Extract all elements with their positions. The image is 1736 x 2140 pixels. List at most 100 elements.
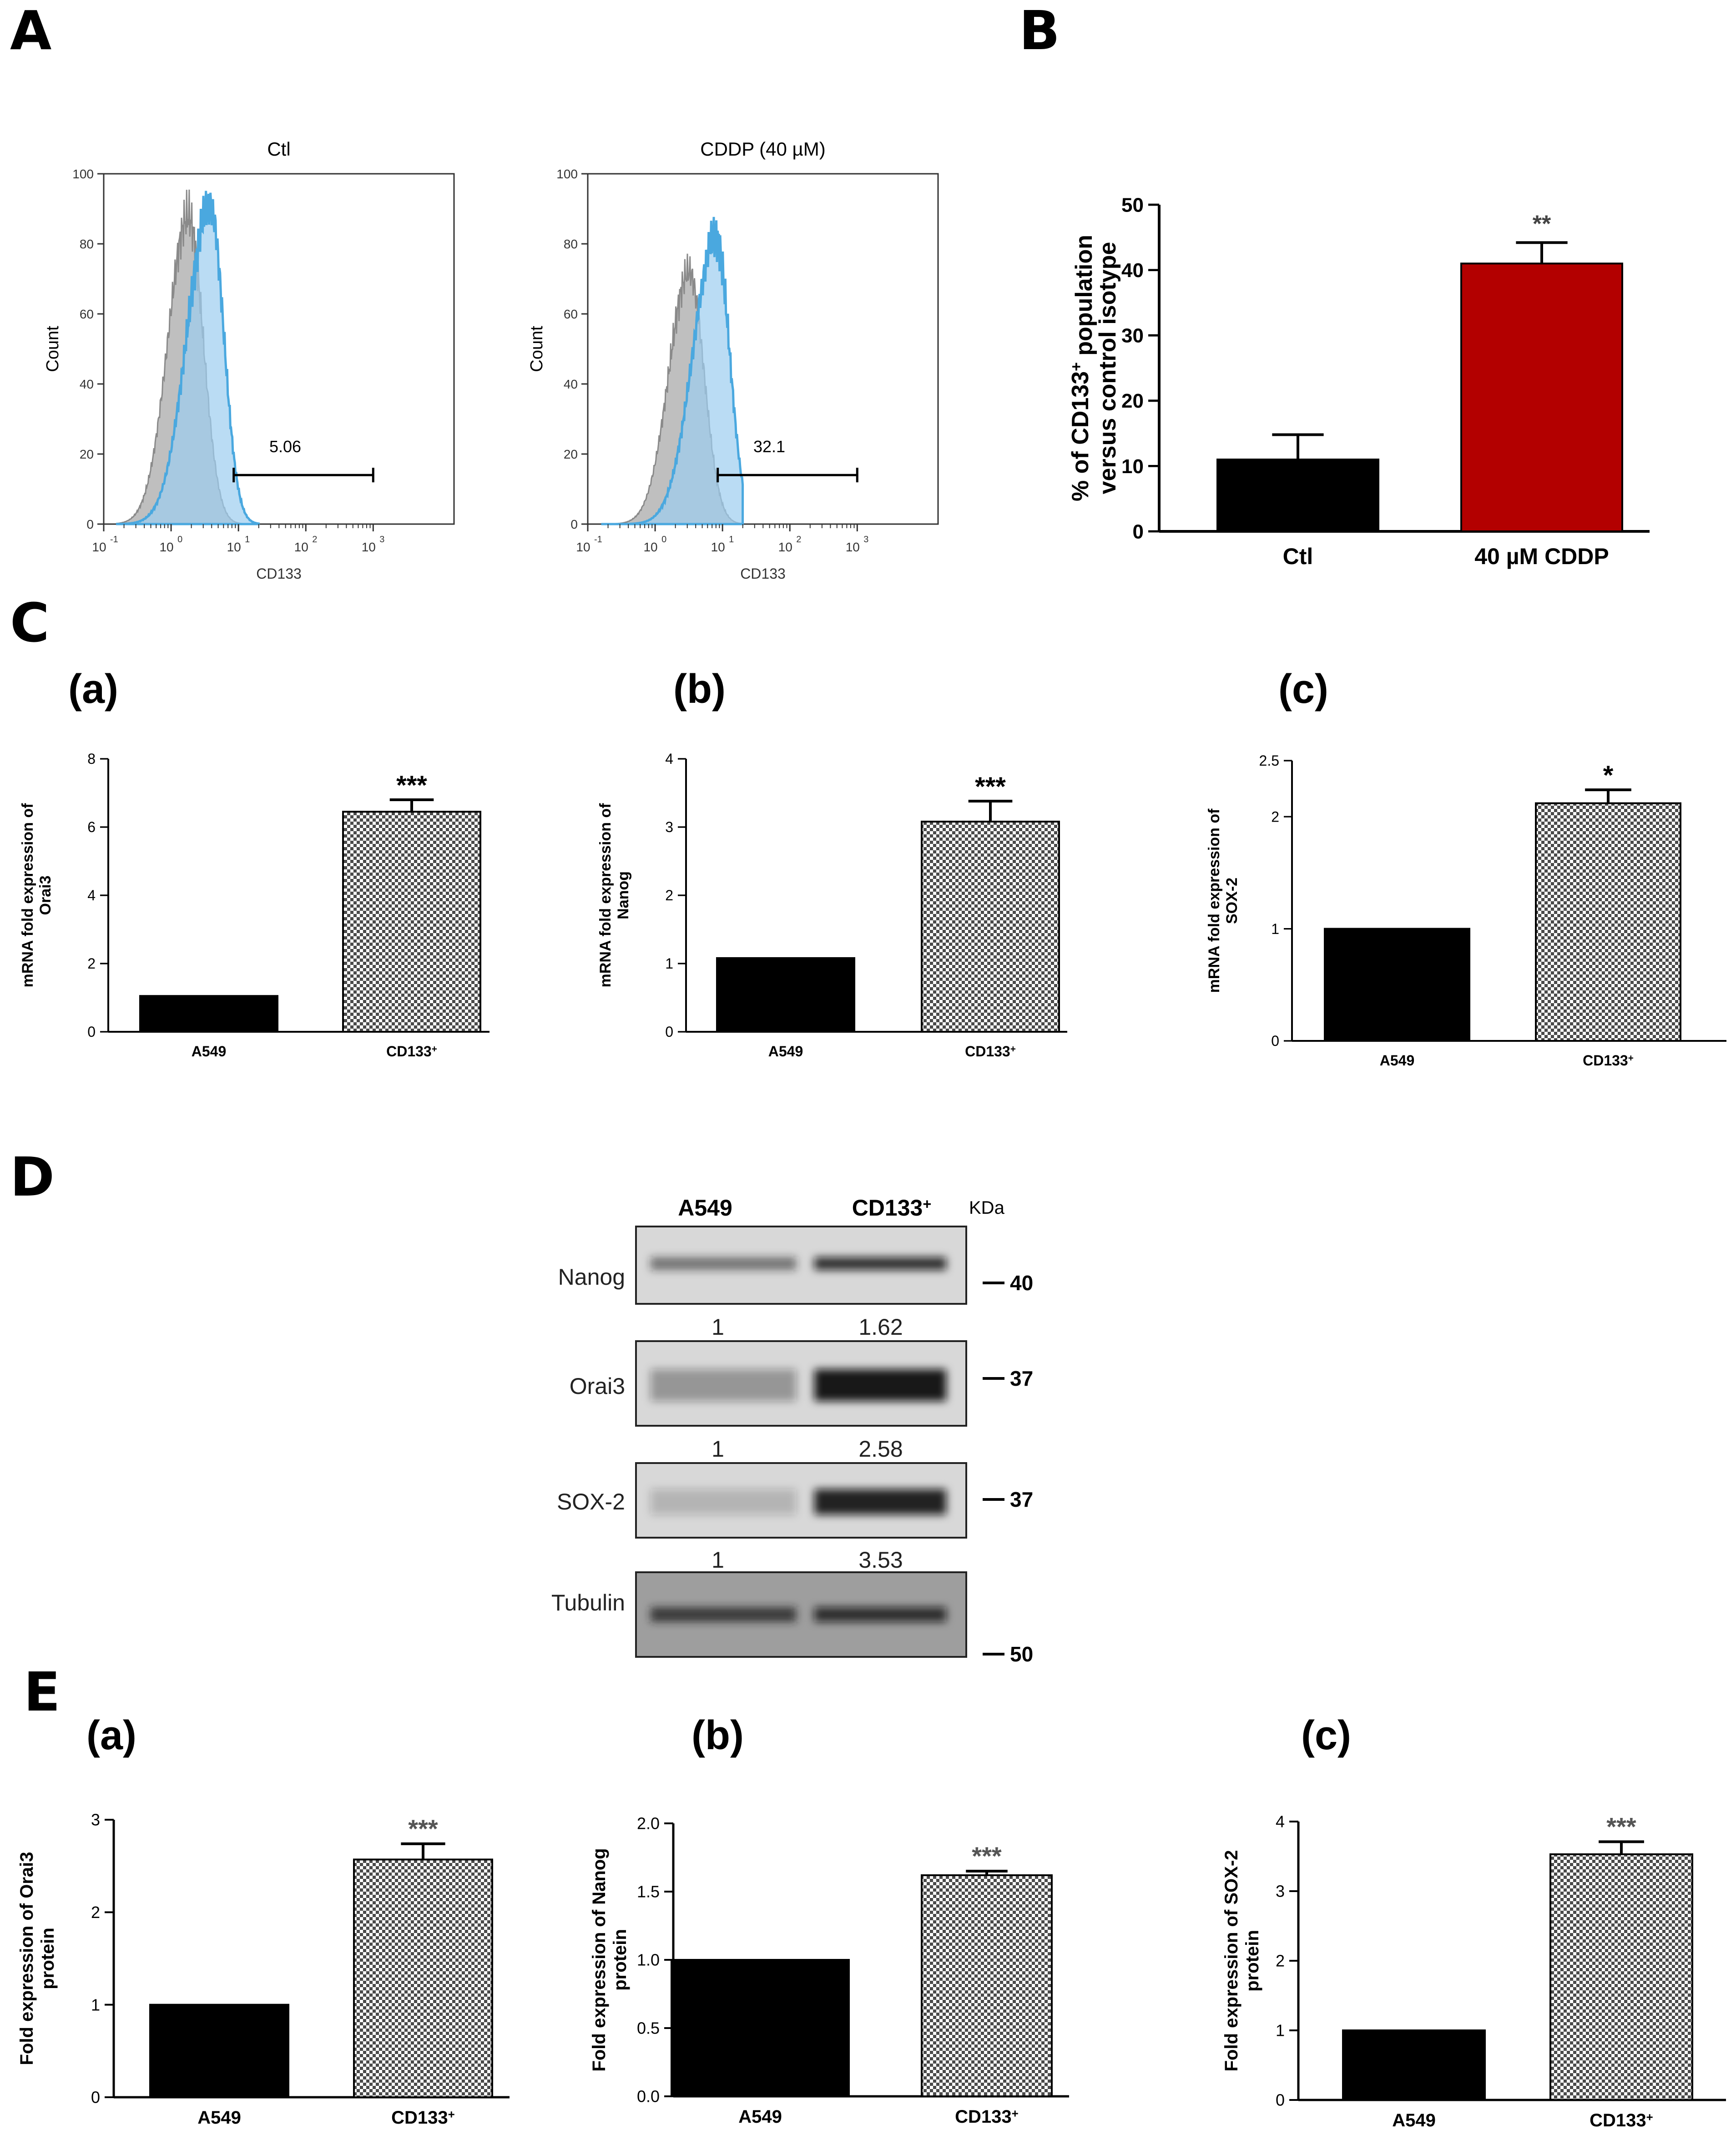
band-a549 [651,1607,796,1622]
bar-a549 [1324,928,1470,1042]
sublabel-c-c: (c) [1278,666,1328,712]
y-axis-label: Count [527,326,546,372]
significance-marker: *** [408,1814,438,1843]
y-tick-label: 20 [80,447,94,461]
x-tick-exponent: 3 [379,535,384,545]
blot-column-a549: A549 [678,1195,732,1221]
y-tick-label: 8 [87,751,96,767]
x-tick-exponent: 3 [863,535,868,545]
y-tick-label: 80 [564,237,578,251]
y-axis-label-line1: Fold expression of SOX-2 [1221,1850,1241,2072]
sublabel-c-a: (a) [68,666,118,712]
band-a549 [651,1257,796,1270]
panel-letter-d: D [10,1146,55,1208]
panel-letter-a: A [10,0,52,62]
ratio-cd133: 2.58 [858,1436,903,1462]
significance-marker: *** [975,772,1006,802]
bar-a549 [716,957,855,1033]
y-tick-label: 0 [91,2088,100,2107]
bar-cd133 [1535,802,1681,1042]
blot-row-label: SOX-2 [557,1489,625,1514]
x-tick-exponent: 1 [245,535,250,545]
y-tick-label: 0 [1271,1033,1279,1049]
y-axis-label-line1: % of CD133+ population [1067,235,1097,501]
bar-chart-E-b: 0.0 0.5 1.0 1.5 2.0 A549 *** CD133+ Fold express… [589,1814,1069,2127]
y-tick-label: 0.5 [637,2019,660,2038]
x-tick-label: 10 [711,540,725,554]
bar-chart-E-a: 0 1 2 3 A549 *** CD133+ Fold expression of Orai… [17,1811,510,2128]
histogram-A-ctl: 02040608010010-11001011021035.06CtlCD133… [43,138,455,582]
blot-row-label: Tubulin [551,1590,625,1615]
sublabel-e-b: (b) [691,1713,744,1758]
x-category-label: A549 [197,2108,241,2128]
x-category-label: A549 [1380,1052,1415,1069]
y-axis-label-line1: mRNA fold expression of [1206,808,1223,993]
y-tick-label: 0 [665,1024,673,1040]
bar-a549 [149,2004,289,2098]
gate-percentage-label: 5.06 [269,437,301,456]
x-category-label: CD133+ [955,2106,1019,2127]
x-tick-exponent: 0 [661,535,666,545]
gate-percentage-label: 32.1 [753,437,785,456]
band-a549 [651,1369,796,1401]
bar-cd133 [921,821,1060,1033]
cd133-histogram [116,191,260,525]
y-tick-label: 60 [80,307,94,321]
y-tick-label: 100 [556,167,578,181]
bar-a549 [671,1959,850,2097]
y-axis-label-line2: Orai3 [37,876,54,915]
bar-40-m-cddp [1460,262,1623,532]
y-tick-label: 40 [1121,259,1144,282]
y-tick-label: 20 [1121,390,1144,412]
mw-marker-label: 37 [1010,1367,1033,1390]
y-axis-label-line2: versus control isotype [1095,242,1121,495]
y-tick-label: 2.5 [1259,752,1279,769]
y-tick-label: 0 [1133,520,1144,543]
histogram-title: CDDP (40 µM) [700,138,825,160]
x-category-label: CD133+ [1583,1052,1634,1069]
y-tick-label: 2 [1276,1952,1285,1970]
bar-chart-C-a: 0 2 4 6 8 A549 *** CD133+ mRNA fold expression o… [19,751,490,1060]
x-category-label: A549 [1392,2110,1436,2130]
sublabel-c-b: (b) [673,666,726,712]
x-category-label: CD133+ [386,1043,437,1060]
cd133-histogram [601,217,744,525]
y-tick-label: 1 [91,1995,100,2014]
x-tick-exponent: 0 [177,535,182,545]
x-axis-label: CD133 [256,565,302,582]
y-axis-label-line2: SOX-2 [1223,878,1241,924]
y-tick-label: 80 [80,237,94,251]
x-tick-exponent: 2 [312,535,317,545]
y-tick-label: 0 [570,517,578,531]
bar-chart-C-b: 0 1 2 3 4 A549 *** CD133+ mRNA fold expression o… [597,751,1067,1060]
bar-cd133 [342,811,481,1033]
x-category-label: A549 [192,1043,227,1060]
x-tick-label: 10 [846,540,860,554]
ratio-cd133: 1.62 [858,1314,903,1340]
x-tick-label: 10 [643,540,657,554]
y-tick-label: 4 [665,751,673,767]
x-tick-exponent: 2 [796,535,801,545]
panel-letter-e: E [24,1661,61,1723]
mw-marker-label: 37 [1010,1488,1033,1511]
y-axis-label-line2: protein [610,1929,630,1991]
ratio-a549: 1 [712,1547,724,1573]
bar-chart-E-c: 0 1 2 3 4 A549 *** CD133+ Fold expression of SOX… [1221,1812,1726,2130]
y-axis-label-line2: Nanog [615,871,632,919]
y-axis-label-line2: protein [38,1928,58,1989]
band-cd133 [814,1369,946,1401]
blot-row-label: Orai3 [570,1373,625,1399]
y-tick-label: 0 [87,1024,96,1040]
bar-cd133 [353,1858,493,2098]
western-blot: A549 CD133+ KDa Nanog 40 1 1.62 Orai3 37 1 2.58 SOX… [551,1195,1033,1666]
x-tick-exponent: -1 [594,535,602,545]
histogram-title: Ctl [267,138,290,160]
y-tick-label: 0.0 [637,2087,660,2106]
x-tick-label: 10 [227,540,241,554]
bar-a549 [139,995,278,1033]
x-category-label: CD133+ [965,1043,1016,1060]
band-cd133 [814,1489,946,1515]
y-tick-label: 1 [1271,921,1279,937]
x-tick-label: 10 [778,540,792,554]
y-tick-label: 30 [1121,325,1144,347]
